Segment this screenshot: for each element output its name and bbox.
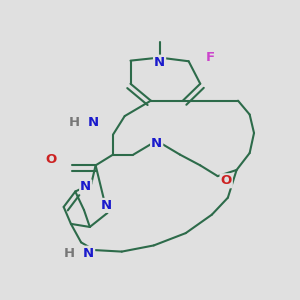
Text: O: O [220,174,232,187]
Text: F: F [206,51,215,64]
Text: O: O [45,153,56,166]
Text: N: N [87,116,98,129]
Text: N: N [100,199,112,212]
Text: N: N [154,56,165,69]
Text: N: N [80,180,91,194]
Text: H: H [68,116,80,129]
Text: H: H [64,247,75,260]
Text: N: N [151,137,162,150]
Text: N: N [83,247,94,260]
